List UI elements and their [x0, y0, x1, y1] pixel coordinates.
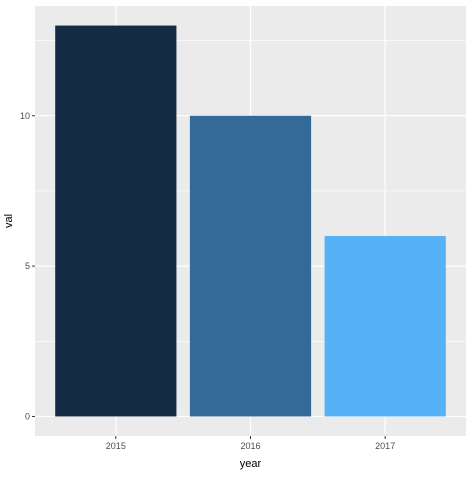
bar-2016: [189, 115, 312, 417]
bar-2015: [55, 25, 177, 417]
y-tick-label: 10: [20, 111, 30, 121]
x-tick-label: 2017: [375, 441, 395, 451]
bars-layer: [55, 25, 446, 417]
y-axis: 0 5 10: [20, 111, 35, 421]
y-tick-label: 5: [25, 261, 30, 271]
y-axis-title: val: [3, 214, 15, 228]
x-axis: 2015 2016 2017: [106, 436, 395, 451]
x-axis-title: year: [240, 458, 262, 470]
bar-2017: [324, 236, 446, 417]
y-tick-label: 0: [25, 411, 30, 421]
x-tick-label: 2015: [106, 441, 126, 451]
x-tick-label: 2016: [240, 441, 260, 451]
